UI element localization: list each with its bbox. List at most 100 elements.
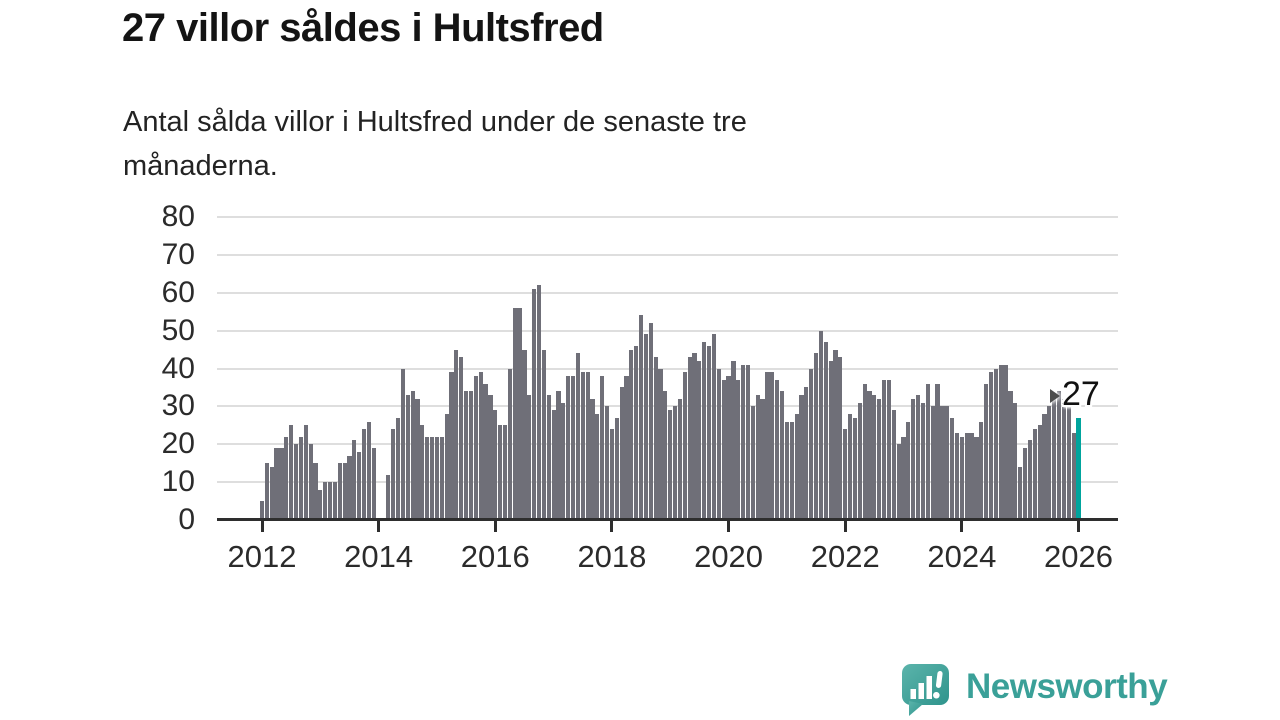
brand-name: Newsworthy [966,666,1168,706]
x-axis-tick [610,521,614,532]
bar [988,372,994,520]
bar [979,421,984,520]
bar [386,474,391,520]
bar [804,387,809,520]
bar [468,391,474,520]
bar [488,395,493,520]
bar [313,463,318,520]
bar [653,357,658,520]
bar [464,391,469,520]
highlighted-bar [1076,417,1081,520]
bar [707,345,712,520]
bar [643,334,649,520]
bar [293,444,299,520]
bar [760,398,765,520]
y-axis-label: 80 [161,200,195,233]
bar [1003,364,1008,520]
x-axis-label: 2016 [460,539,530,574]
bar [517,307,522,520]
bar [930,406,935,520]
bar [779,391,785,520]
bar [580,372,585,520]
bar [327,482,333,520]
y-axis-label: 30 [161,389,195,423]
bar [444,413,449,520]
newsworthy-logo: Newsworthy [901,663,1168,716]
x-axis-tick [1076,521,1080,532]
bar [731,360,736,520]
bar [872,395,877,520]
bar [896,444,901,520]
bar [342,463,347,520]
bar [405,395,410,520]
bar [789,421,794,520]
bar [857,402,862,520]
bar [998,364,1003,520]
bar [391,429,396,520]
bar [289,425,294,520]
chart-subtitle: Antal sålda villor i Hultsfred under de … [123,100,747,188]
bar [969,432,974,520]
bar [395,417,401,520]
y-axis-label: 0 [178,503,195,536]
bar [809,368,814,520]
bar [459,357,464,520]
bar [284,436,289,520]
x-axis-tick [493,521,497,532]
bar [1008,391,1013,520]
bar [862,383,867,520]
bar [692,353,697,520]
subtitle-line-1: Antal sålda villor i Hultsfred under de … [123,106,747,138]
bar [1052,398,1057,520]
bar [736,379,741,520]
bar [770,372,775,520]
bar [269,466,274,520]
bar [318,489,323,520]
x-axis-tick [260,521,264,532]
last-value-annotation: 27 [1050,375,1100,414]
bar [259,501,265,520]
bar [308,444,313,520]
bar [881,379,887,520]
grid-line [217,291,1118,294]
bar [1032,429,1037,520]
bar [439,436,444,520]
bar [945,406,950,520]
bar [925,383,930,520]
bar [522,349,527,520]
grid-line [217,329,1118,332]
bar [357,451,362,520]
bar [823,341,828,520]
bar [954,432,960,520]
bar [677,398,683,520]
bar [614,417,619,520]
bar [298,436,303,520]
bar [959,436,964,520]
bar [449,372,454,520]
bar [1071,432,1076,520]
bar [852,417,858,520]
x-axis-label: 2022 [810,539,880,574]
bar [891,410,896,520]
bar [911,398,916,520]
bar [430,436,435,520]
bar [755,395,760,520]
bar [916,395,921,520]
x-axis-label: 2012 [227,539,297,574]
bar [303,425,308,520]
bar [323,482,328,520]
bar [984,383,989,520]
bar [711,334,717,520]
x-axis-label: 2018 [577,539,647,574]
bar [663,391,668,520]
bar [279,448,284,520]
bar [595,413,600,520]
bar [420,425,425,520]
bar [950,417,955,520]
bar [697,360,702,520]
bar [877,398,882,520]
bar [541,349,546,520]
bar [843,429,848,520]
